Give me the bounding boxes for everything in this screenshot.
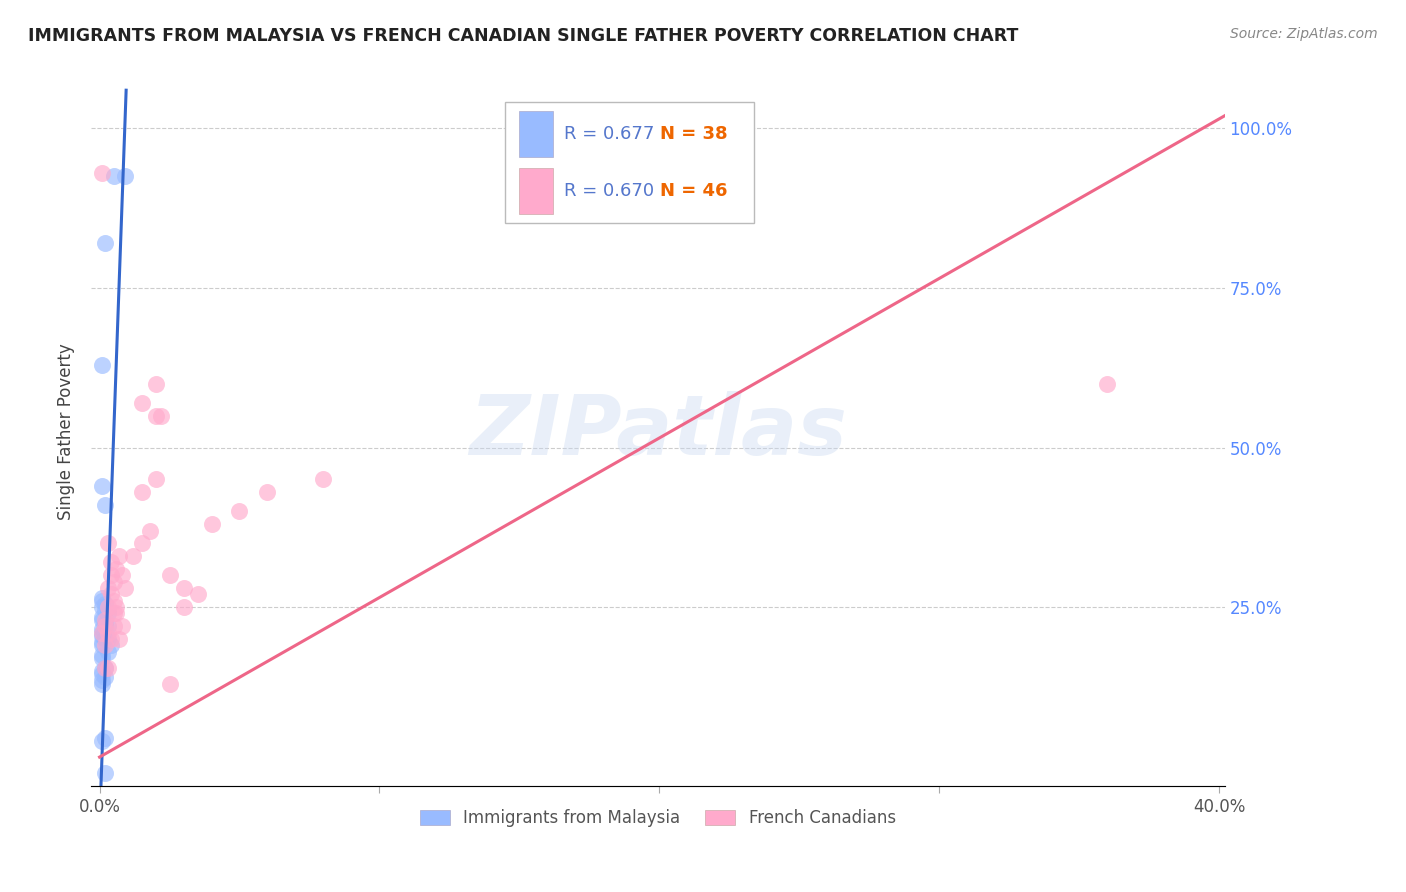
Point — [97, 619, 120, 633]
Point — [94, 615, 117, 630]
Point — [100, 639, 122, 653]
Point — [91, 629, 114, 643]
Point — [111, 568, 134, 582]
Point — [91, 639, 114, 653]
Point — [91, 734, 114, 748]
Point — [114, 581, 136, 595]
Point — [91, 593, 114, 607]
Point — [94, 632, 117, 646]
Point — [103, 593, 125, 607]
Point — [105, 600, 128, 615]
Point — [91, 676, 114, 690]
Point — [173, 600, 195, 615]
Point — [228, 504, 250, 518]
Point — [91, 651, 114, 665]
Point — [108, 549, 131, 563]
Point — [97, 645, 120, 659]
Point — [159, 676, 181, 690]
Point — [97, 607, 120, 621]
Point — [1095, 376, 1118, 391]
Point — [94, 597, 117, 611]
Text: N = 46: N = 46 — [661, 182, 728, 200]
Point — [97, 536, 120, 550]
Bar — [519, 112, 553, 157]
Bar — [519, 168, 553, 214]
Point — [105, 562, 128, 576]
Point — [131, 536, 153, 550]
Point — [145, 409, 167, 423]
Point — [94, 498, 117, 512]
Point — [91, 625, 114, 640]
Point — [256, 485, 278, 500]
Point — [94, 632, 117, 646]
Legend: Immigrants from Malaysia, French Canadians: Immigrants from Malaysia, French Canadia… — [413, 803, 903, 834]
Point — [94, 661, 117, 675]
Point — [94, 619, 117, 633]
Point — [94, 766, 117, 780]
Text: Source: ZipAtlas.com: Source: ZipAtlas.com — [1230, 27, 1378, 41]
Point — [312, 473, 335, 487]
Point — [94, 661, 117, 675]
Point — [103, 169, 125, 184]
Text: ZIPatlas: ZIPatlas — [470, 391, 846, 472]
Point — [100, 556, 122, 570]
Point — [100, 587, 122, 601]
Point — [108, 632, 131, 646]
Point — [94, 603, 117, 617]
Point — [111, 619, 134, 633]
Point — [94, 236, 117, 251]
Point — [100, 632, 122, 646]
Point — [97, 581, 120, 595]
Point — [145, 376, 167, 391]
FancyBboxPatch shape — [505, 103, 754, 223]
Point — [91, 625, 114, 640]
Point — [186, 587, 208, 601]
Point — [139, 524, 162, 538]
Text: N = 38: N = 38 — [661, 125, 728, 143]
Point — [131, 396, 153, 410]
Point — [122, 549, 145, 563]
Point — [94, 639, 117, 653]
Point — [145, 473, 167, 487]
Point — [91, 673, 114, 688]
Point — [97, 600, 120, 615]
Text: IMMIGRANTS FROM MALAYSIA VS FRENCH CANADIAN SINGLE FATHER POVERTY CORRELATION CH: IMMIGRANTS FROM MALAYSIA VS FRENCH CANAD… — [28, 27, 1018, 45]
Point — [91, 667, 114, 681]
Point — [103, 574, 125, 589]
Point — [97, 661, 120, 675]
Point — [94, 613, 117, 627]
Point — [97, 625, 120, 640]
Point — [94, 619, 117, 633]
Text: R = 0.670: R = 0.670 — [564, 182, 654, 200]
Point — [97, 632, 120, 646]
Point — [91, 664, 114, 678]
Y-axis label: Single Father Poverty: Single Father Poverty — [58, 343, 75, 520]
Point — [131, 485, 153, 500]
Point — [150, 409, 173, 423]
Point — [100, 568, 122, 582]
Point — [91, 358, 114, 372]
Point — [159, 568, 181, 582]
Point — [91, 623, 114, 637]
Point — [94, 670, 117, 684]
Text: R = 0.677: R = 0.677 — [564, 125, 654, 143]
Point — [103, 607, 125, 621]
Point — [91, 609, 114, 624]
Point — [103, 619, 125, 633]
Point — [91, 600, 114, 615]
Point — [105, 607, 128, 621]
Point — [200, 517, 222, 532]
Point — [91, 635, 114, 649]
Point — [91, 648, 114, 662]
Point — [173, 581, 195, 595]
Point — [94, 731, 117, 745]
Point — [91, 166, 114, 180]
Point — [114, 169, 136, 184]
Point — [91, 613, 114, 627]
Point — [91, 479, 114, 493]
Point — [91, 591, 114, 605]
